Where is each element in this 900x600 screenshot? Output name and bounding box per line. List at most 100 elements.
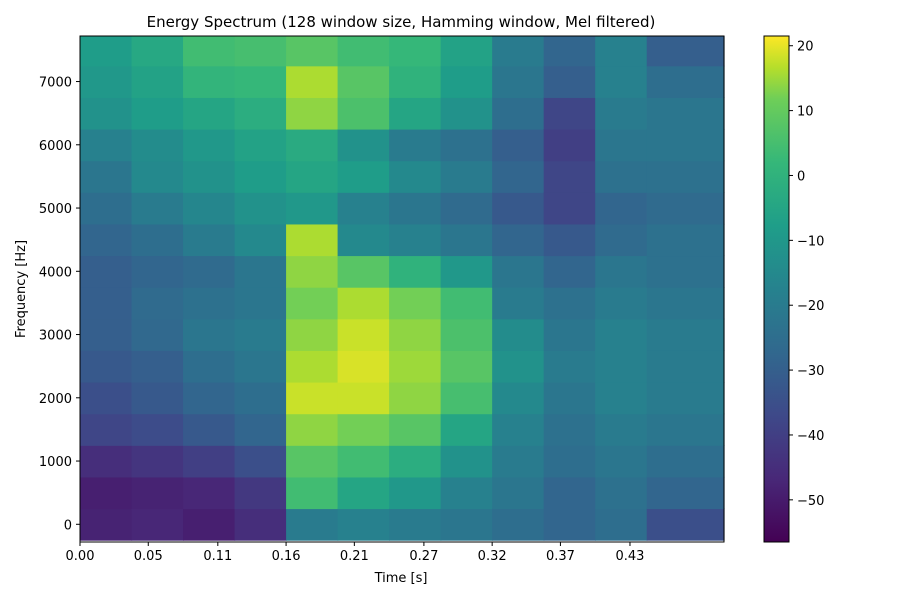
heatmap-cell — [286, 381, 339, 415]
heatmap-cell — [234, 97, 287, 130]
heatmap-cell — [337, 508, 390, 541]
heatmap-cell — [183, 97, 236, 130]
heatmap-cell — [80, 36, 133, 67]
heatmap-cell — [234, 318, 287, 351]
y-axis-label: Frequency [Hz] — [14, 240, 29, 338]
heatmap-cell — [80, 445, 133, 478]
heatmap-cell — [543, 476, 596, 510]
heatmap-cell — [131, 97, 184, 130]
heatmap-cell — [337, 381, 390, 415]
heatmap-cell — [543, 223, 596, 257]
x-tick-label: 0.32 — [478, 549, 507, 564]
heatmap-cell — [492, 65, 545, 98]
heatmap-cell — [234, 381, 287, 415]
heatmap-cell — [234, 508, 287, 541]
heatmap-cell — [440, 223, 493, 257]
heatmap-cell — [440, 508, 493, 541]
heatmap-cell — [595, 350, 648, 383]
heatmap-cell — [183, 255, 236, 288]
heatmap-cell — [389, 476, 442, 510]
heatmap-cell — [337, 413, 390, 446]
heatmap-cell — [543, 318, 596, 351]
heatmap-cell — [440, 255, 493, 288]
heatmap-cell — [286, 65, 339, 98]
x-axis-label: Time [s] — [374, 571, 428, 586]
heatmap-cell — [646, 36, 725, 67]
heatmap-cell — [646, 65, 725, 98]
heatmap-cell — [543, 128, 596, 162]
x-tick-label: 0.16 — [272, 549, 301, 564]
x-tick-label: 0.21 — [340, 549, 369, 564]
heatmap-cell — [183, 223, 236, 257]
heatmap-cell — [80, 318, 133, 351]
heatmap-cell — [646, 476, 725, 510]
heatmap-cell — [337, 255, 390, 288]
heatmap-cell — [131, 318, 184, 351]
heatmap-cell — [492, 318, 545, 351]
heatmap-cell — [389, 160, 442, 193]
colorbar-tick-label: −30 — [797, 364, 824, 379]
heatmap-cell — [234, 476, 287, 510]
y-tick-label: 2000 — [39, 392, 72, 407]
y-tick-label: 7000 — [39, 76, 72, 91]
heatmap-cell — [337, 97, 390, 130]
heatmap-cell — [543, 413, 596, 446]
heatmap-cell — [337, 476, 390, 510]
heatmap-cell — [234, 160, 287, 193]
heatmap-cell — [183, 287, 236, 320]
heatmap-cell — [492, 160, 545, 193]
heatmap-cell — [337, 128, 390, 162]
colorbar-tick-label: −10 — [797, 234, 824, 249]
heatmap-cell — [646, 318, 725, 351]
heatmap-cell — [80, 255, 133, 288]
heatmap-cell — [234, 287, 287, 320]
heatmap-cell — [131, 350, 184, 383]
heatmap-cell — [131, 476, 184, 510]
heatmap-cell — [492, 508, 545, 541]
heatmap-cell — [183, 445, 236, 478]
heatmap-cell — [389, 287, 442, 320]
heatmap-cell — [131, 65, 184, 98]
heatmap-cell — [595, 192, 648, 225]
heatmap-cell — [337, 65, 390, 98]
heatmap-cell — [286, 476, 339, 510]
heatmap-cell — [286, 223, 339, 257]
heatmap-cell — [492, 287, 545, 320]
heatmap-cell — [543, 192, 596, 225]
heatmap-cell — [543, 97, 596, 130]
heatmap-cell — [440, 36, 493, 67]
heatmap-cell — [389, 350, 442, 383]
heatmap-cell — [595, 508, 648, 541]
heatmap-cell — [595, 223, 648, 257]
heatmap-cell — [80, 97, 133, 130]
heatmap-cell — [183, 128, 236, 162]
heatmap-cell — [337, 445, 390, 478]
heatmap-cell — [389, 128, 442, 162]
y-tick-label: 3000 — [39, 329, 72, 344]
heatmap-cell — [131, 445, 184, 478]
x-tick-label: 0.11 — [203, 549, 232, 564]
heatmap-cell — [389, 223, 442, 257]
heatmap-cell — [234, 223, 287, 257]
heatmap-cell — [389, 381, 442, 415]
heatmap-cell — [440, 97, 493, 130]
x-axis-ticks: 0.00 0.05 0.11 0.16 0.21 0.27 0.32 0.37 0.43 — [66, 542, 644, 564]
heatmap-cell — [286, 350, 339, 383]
heatmap-cell — [131, 287, 184, 320]
heatmap-cell — [389, 255, 442, 288]
heatmap-cell — [440, 192, 493, 225]
heatmap-cell — [595, 255, 648, 288]
heatmap-cell — [183, 160, 236, 193]
heatmap-cell — [595, 36, 648, 67]
heatmap-cell — [389, 65, 442, 98]
heatmap-cell — [595, 318, 648, 351]
heatmap-cell — [337, 287, 390, 320]
heatmap-cell — [492, 97, 545, 130]
chart-title: Energy Spectrum (128 window size, Hammin… — [147, 13, 656, 31]
heatmap-cell — [131, 223, 184, 257]
heatmap-cell — [286, 413, 339, 446]
heatmap-cell — [595, 476, 648, 510]
heatmap-cell — [183, 508, 236, 541]
heatmap-cell — [131, 381, 184, 415]
heatmap-cell — [80, 287, 133, 320]
